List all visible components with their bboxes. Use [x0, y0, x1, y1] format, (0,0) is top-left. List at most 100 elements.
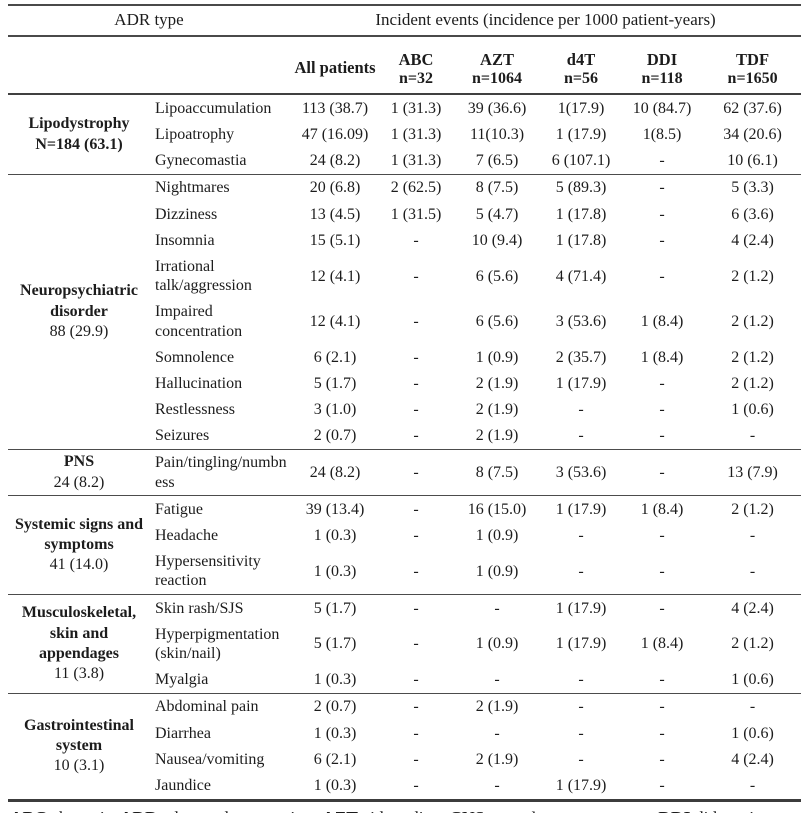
adr-name-cell: Lipoaccumulation — [150, 93, 291, 122]
value-cell-azt: - — [494, 776, 500, 794]
value-cell-d4t: - — [542, 692, 621, 721]
table-row: Musculoskeletal, skin and appendages 11 (… — [8, 594, 802, 694]
table-row: Hyperpigmentation (skin/nail) 5 (1.7) - 1 (… — [8, 621, 801, 666]
value-cell-ddi: 1(8.5) — [642, 126, 682, 144]
value-cell-all-patients: 1 (0.3) — [313, 724, 357, 742]
value-cell-azt: 10 (9.4) — [471, 231, 523, 249]
value-cell-all-patients: 5 (1.7) — [313, 374, 357, 392]
value-cell-all-patients: 24 (8.2) — [290, 448, 381, 496]
adr-name-cell: Insomnia — [155, 231, 215, 249]
adr-name-cell: Nightmares — [150, 173, 291, 202]
adr-name-cell: Pain/tingling/numbness — [150, 448, 291, 496]
value-cell-abc: 1 (31.3) — [380, 93, 453, 122]
column-sample-size: n=32 — [399, 69, 434, 87]
value-cell-tdf: - — [749, 427, 756, 445]
column-label: AZT — [480, 50, 514, 69]
value-cell-ddi: - — [659, 527, 665, 545]
value-cell-all-patients: 5 (1.7) — [313, 635, 357, 653]
value-cell-tdf: - — [749, 562, 756, 580]
adr-name-cell: Myalgia — [155, 671, 209, 689]
value-cell-tdf: - — [704, 692, 802, 721]
value-cell-ddi: - — [659, 724, 665, 742]
value-cell-abc: - — [413, 401, 419, 419]
value-cell-all-patients: 1 (0.3) — [313, 562, 357, 580]
value-cell-abc: - — [380, 594, 453, 622]
value-cell-all-patients: 6 (2.1) — [313, 348, 357, 366]
table-row: Somnolence 6 (2.1) - 1 (0.9) 2 (35.7) 1 (8.4)… — [8, 344, 801, 370]
value-cell-all-patients: 12 (4.1) — [309, 312, 361, 330]
adr-name-cell: Irrational talk/aggression — [155, 257, 252, 295]
footnote-abbreviation: AZT — [322, 808, 358, 813]
value-cell-d4t: - — [578, 427, 584, 445]
value-cell-ddi: - — [659, 562, 665, 580]
value-cell-ddi: - — [620, 448, 705, 496]
value-cell-azt: 16 (15.0) — [452, 495, 543, 523]
value-cell-azt: 8 (7.5) — [452, 448, 543, 496]
value-cell-azt: 1 (0.9) — [475, 348, 519, 366]
value-cell-ddi: - — [659, 374, 665, 392]
group-name: PNS — [63, 453, 95, 471]
group-cell-pns: PNS 24 (8.2) — [8, 448, 150, 496]
adr-name-cell: Fatigue — [150, 495, 291, 523]
group-cell-systemic: Systemic signs and symptoms 41 (14.0) — [8, 495, 150, 595]
column-header-row: All patients ABC n=32 AZT n=1064 d4T n=56 DDI n=… — [8, 36, 802, 96]
table-row: Jaundice 1 (0.3) - - 1 (17.9) - - — [8, 772, 801, 798]
value-cell-all-patients: 12 (4.1) — [309, 267, 361, 285]
value-cell-ddi: - — [659, 205, 665, 223]
footnote: ABC abacavir; ADR adverse drug reaction;… — [8, 798, 801, 813]
value-cell-tdf: 2 (1.2) — [731, 374, 774, 392]
value-cell-tdf: 2 (1.2) — [704, 495, 802, 523]
column-header-tdf: TDF n=1650 — [704, 36, 802, 96]
table-row: Hypersensitivity reaction 1 (0.3) - 1 (0.9)… — [8, 549, 801, 595]
group-count: N=184 (63.1) — [35, 135, 123, 153]
group-name: Systemic signs and symptoms — [14, 515, 144, 553]
value-cell-abc: - — [413, 776, 419, 794]
value-cell-d4t: - — [578, 562, 584, 580]
table-row: Neuropsychiatric disorder 88 (29.9) Nightm… — [8, 173, 802, 450]
value-cell-tdf: 10 (6.1) — [727, 152, 778, 170]
value-cell-azt: 6 (5.6) — [475, 312, 519, 330]
value-cell-ddi: - — [659, 671, 665, 689]
value-cell-tdf: 1 (0.6) — [731, 401, 774, 419]
value-cell-all-patients: 47 (16.09) — [301, 126, 369, 144]
value-cell-abc: 1 (31.3) — [390, 152, 442, 170]
column-header-ddi: DDI n=118 — [620, 36, 705, 96]
value-cell-azt: 2 (1.9) — [475, 401, 519, 419]
value-cell-d4t: - — [578, 724, 584, 742]
table-row: Myalgia 1 (0.3) - - - - 1 (0.6) — [8, 667, 801, 694]
footnote-abbreviation: CNS — [449, 808, 484, 813]
value-cell-azt: 1 (0.9) — [475, 527, 519, 545]
value-cell-tdf: 13 (7.9) — [704, 448, 802, 496]
incident-events-header: Incident events (incidence per 1000 pati… — [290, 4, 802, 37]
group-cell-lipodystrophy: Lipodystrophy N=184 (63.1) — [8, 93, 150, 175]
column-header-all-patients: All patients — [290, 36, 381, 96]
value-cell-abc: - — [413, 750, 419, 768]
value-cell-azt: 1 (0.9) — [475, 635, 519, 653]
table-row: Restlessness 3 (1.0) - 2 (1.9) - - 1 (0.6) — [8, 397, 801, 423]
value-cell-azt: 39 (36.6) — [452, 93, 543, 122]
value-cell-d4t: 1(17.9) — [542, 93, 621, 122]
group-name: Neuropsychiatric disorder — [20, 282, 138, 320]
column-header-d4t: d4T n=56 — [542, 36, 621, 96]
value-cell-all-patients: 1 (0.3) — [313, 776, 357, 794]
value-cell-d4t: - — [578, 671, 584, 689]
value-cell-d4t: - — [578, 401, 584, 419]
table-row: Dizziness 13 (4.5) 1 (31.5) 5 (4.7) 1 (17.8)… — [8, 201, 801, 227]
value-cell-ddi: - — [659, 750, 665, 768]
adr-name-cell: Nausea/vomiting — [155, 750, 265, 768]
value-cell-d4t: 1 (17.9) — [542, 594, 621, 622]
value-cell-d4t: 3 (53.6) — [555, 312, 607, 330]
column-sample-size: n=1064 — [472, 69, 523, 87]
group-cell-musculoskeletal: Musculoskeletal, skin and appendages 11 (… — [8, 594, 150, 694]
value-cell-d4t: 1 (17.8) — [555, 231, 607, 249]
value-cell-tdf: 34 (20.6) — [723, 126, 782, 144]
value-cell-ddi: - — [659, 231, 665, 249]
value-cell-abc: - — [413, 527, 419, 545]
value-cell-tdf: 62 (37.6) — [704, 93, 802, 122]
footnote-text: adverse drug reaction; — [158, 808, 322, 813]
table-row: Diarrhea 1 (0.3) - - - - 1 (0.6) — [8, 720, 801, 746]
value-cell-tdf: 5 (3.3) — [704, 173, 802, 202]
group-count: 24 (8.2) — [53, 473, 105, 491]
value-cell-all-patients: 1 (0.3) — [313, 527, 357, 545]
group-name: Gastrointestinal system — [24, 716, 134, 754]
